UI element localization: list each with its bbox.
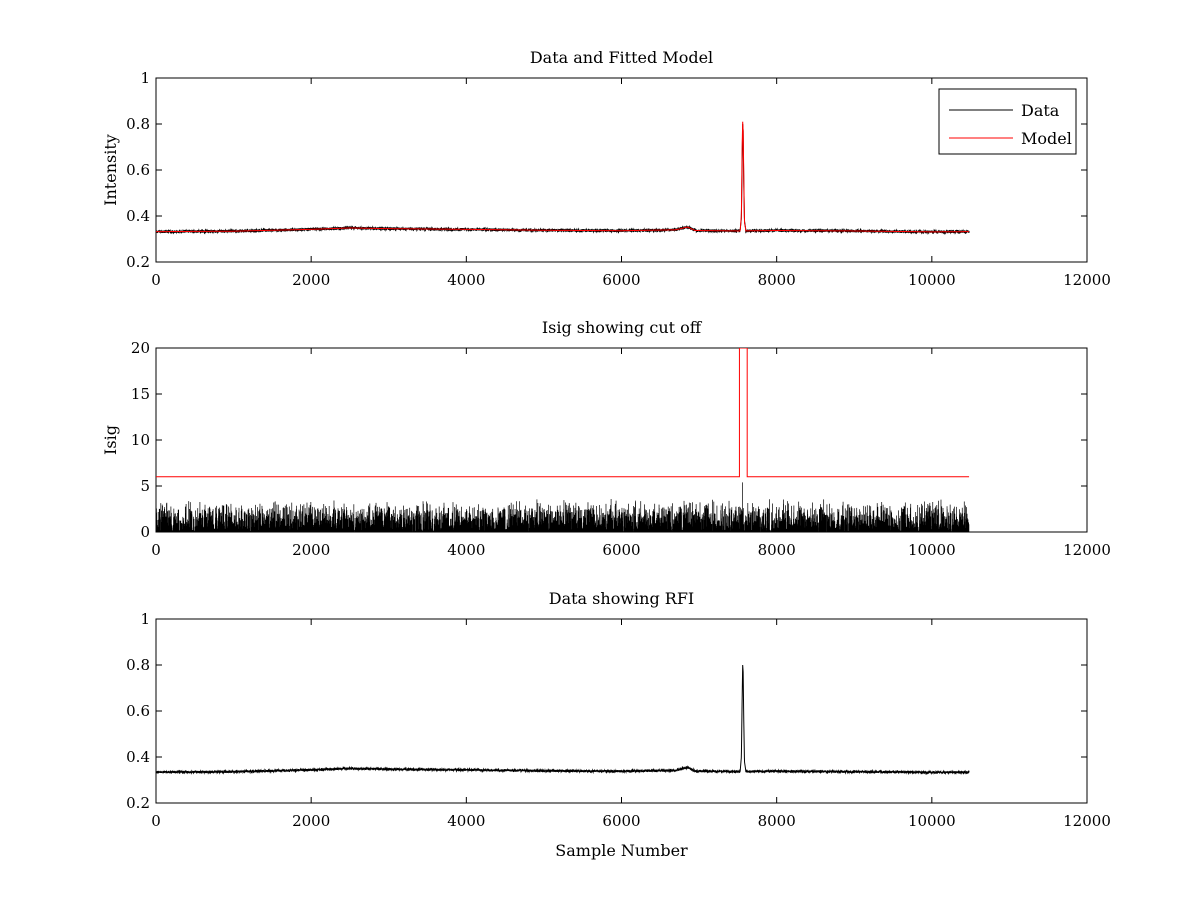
series-group [156,348,970,532]
y-tick-label: 10 [131,431,150,449]
legend-box [938,88,1077,155]
panel-title: Data and Fitted Model [530,48,713,67]
x-tick-label: 10000 [908,812,956,830]
series-line-2 [156,121,970,233]
legend-entry: Model [1021,129,1072,148]
legend-entry: Data [1021,101,1060,120]
x-tick-label: 8000 [758,541,796,559]
x-tick-label: 10000 [908,271,956,289]
y-tick-label: 1 [140,69,150,87]
legend: Data Model [938,88,1077,155]
series-group [156,121,970,235]
series-group [156,664,970,776]
y-tick-label: 0.2 [126,253,150,271]
panel-title: Data showing RFI [549,589,694,608]
x-tick-label: 12000 [1063,541,1111,559]
y-axis-label: Isig [101,425,120,455]
plot-area [155,347,1088,533]
y-tick-label: 0.6 [126,161,150,179]
y-axis-label: Intensity [101,134,120,206]
y-tick-label: 0.2 [126,794,150,812]
x-tick-label: 0 [151,271,161,289]
y-tick-label: 0.8 [126,656,150,674]
x-tick-label: 2000 [292,812,330,830]
y-tick-label: 0.4 [126,207,150,225]
x-tick-label: 2000 [292,541,330,559]
y-tick-label: 5 [140,477,150,495]
x-axis-label: Sample Number [555,841,688,860]
series-line-1 [156,664,970,776]
x-tick-label: 10000 [908,541,956,559]
x-tick-label: 12000 [1063,271,1111,289]
y-tick-label: 20 [131,339,150,357]
series-line-2 [156,348,970,478]
y-tick-label: 0.8 [126,115,150,133]
plot-area [155,618,1088,804]
y-tick-label: 0 [140,523,150,541]
x-tick-label: 8000 [758,812,796,830]
x-tick-label: 4000 [447,271,485,289]
x-tick-label: 8000 [758,271,796,289]
panel-1: 0 2000 4000 6000 8000 10000 12000 0.2 0.4 0.6 0.8 1… [101,48,1111,289]
x-tick-label: 2000 [292,271,330,289]
x-tick-label: 0 [151,541,161,559]
x-tick-label: 6000 [602,271,640,289]
panel-title: Isig showing cut off [542,318,703,337]
y-tick-label: 0.4 [126,748,150,766]
x-tick-label: 6000 [602,541,640,559]
x-tick-label: 4000 [447,541,485,559]
x-tick-label: 12000 [1063,812,1111,830]
x-tick-label: 4000 [447,812,485,830]
series-line-1 [156,482,970,532]
y-tick-label: 0.6 [126,702,150,720]
y-tick-label: 15 [131,385,150,403]
panel-3: 0 2000 4000 6000 8000 10000 12000 0.2 0.4 0.6 0.8 1… [126,589,1111,860]
x-tick-label: 6000 [602,812,640,830]
y-tick-label: 1 [140,610,150,628]
x-tick-label: 0 [151,812,161,830]
panel-2: 0 2000 4000 6000 8000 10000 12000 0 5 10 15 20 Isig … [101,318,1111,559]
